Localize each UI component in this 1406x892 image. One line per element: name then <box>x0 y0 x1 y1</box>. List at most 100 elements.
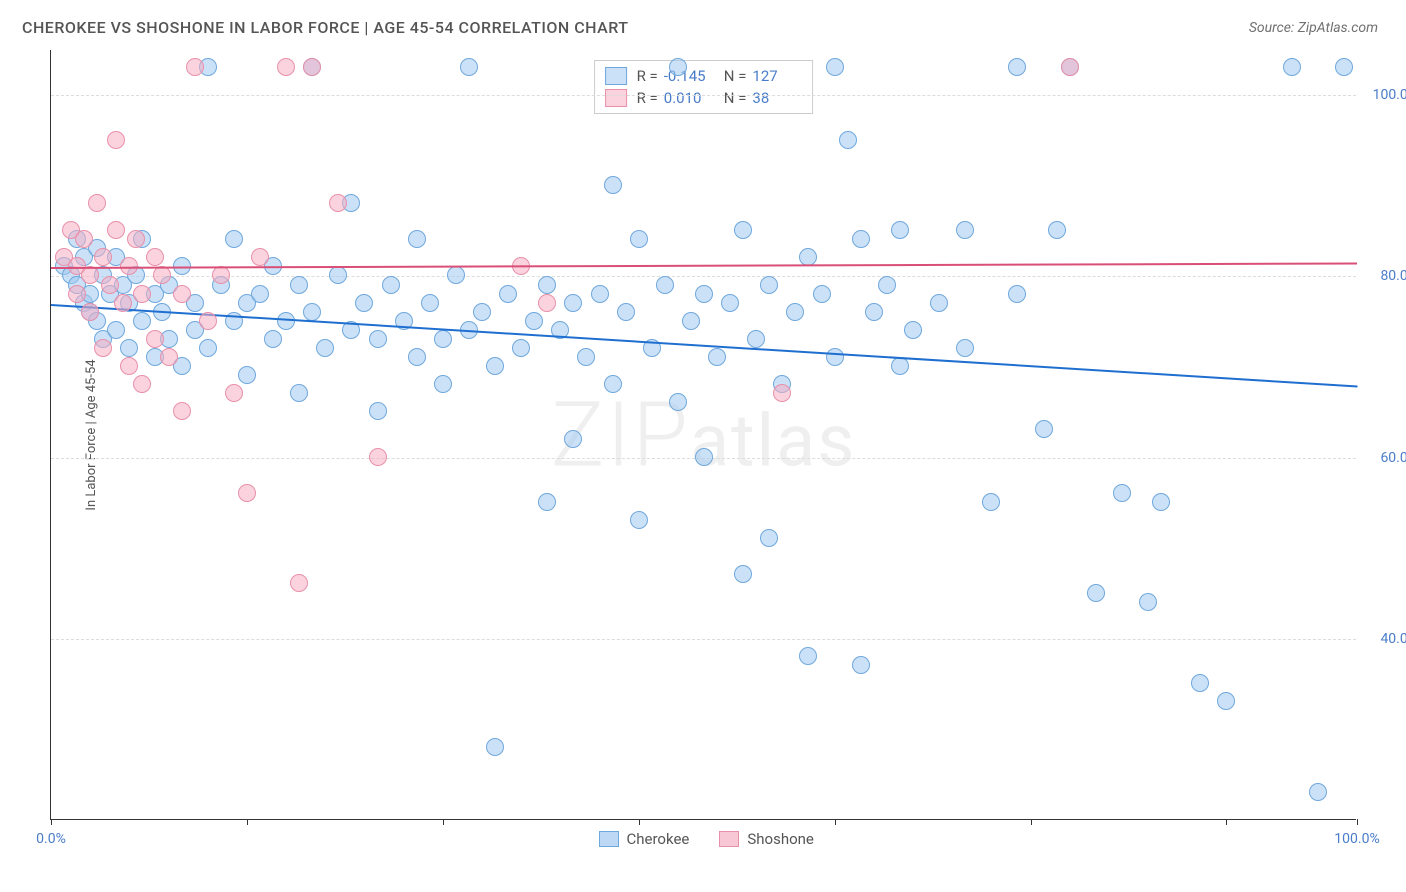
stat-n-label: N = <box>724 89 747 107</box>
scatter-point <box>878 276 896 294</box>
scatter-point <box>369 402 387 420</box>
legend-swatch <box>605 67 627 85</box>
gridline-h <box>51 639 1356 640</box>
x-tick <box>51 819 52 825</box>
scatter-point <box>199 339 217 357</box>
x-tick <box>835 819 836 825</box>
scatter-point <box>656 276 674 294</box>
stats-legend: R =-0.145N =127R =0.010N =38 <box>594 60 814 114</box>
scatter-point <box>434 375 452 393</box>
scatter-point <box>238 366 256 384</box>
legend-swatch <box>719 831 739 847</box>
source-label: Source: ZipAtlas.com <box>1249 20 1378 36</box>
scatter-point <box>68 285 86 303</box>
scatter-point <box>891 357 909 375</box>
scatter-point <box>1035 420 1053 438</box>
stats-row: R =0.010N =38 <box>605 87 803 109</box>
scatter-point <box>695 285 713 303</box>
scatter-point <box>303 303 321 321</box>
scatter-point <box>434 330 452 348</box>
scatter-point <box>408 230 426 248</box>
scatter-point <box>538 276 556 294</box>
x-tick <box>1031 819 1032 825</box>
scatter-point <box>460 58 478 76</box>
scatter-point <box>773 384 791 402</box>
stat-n-value: 127 <box>752 67 802 85</box>
scatter-point <box>1283 58 1301 76</box>
scatter-point <box>1048 221 1066 239</box>
scatter-point <box>303 58 321 76</box>
scatter-point <box>499 285 517 303</box>
scatter-point <box>251 285 269 303</box>
gridline-h <box>51 276 1356 277</box>
y-tick-label: 100.0% <box>1373 87 1406 103</box>
scatter-point <box>133 312 151 330</box>
y-tick-label: 40.0% <box>1380 631 1406 647</box>
stat-r-value: 0.010 <box>664 89 714 107</box>
scatter-point <box>212 266 230 284</box>
scatter-point <box>826 348 844 366</box>
scatter-point <box>421 294 439 312</box>
scatter-point <box>617 303 635 321</box>
scatter-point <box>1008 285 1026 303</box>
scatter-point <box>199 312 217 330</box>
scatter-point <box>146 248 164 266</box>
scatter-point <box>525 312 543 330</box>
legend-item: Cherokee <box>599 830 690 848</box>
scatter-point <box>930 294 948 312</box>
scatter-point <box>173 285 191 303</box>
stat-n-value: 38 <box>752 89 802 107</box>
legend-label: Shoshone <box>747 830 814 848</box>
scatter-point <box>839 131 857 149</box>
scatter-point <box>290 276 308 294</box>
x-tick <box>639 819 640 825</box>
x-tick-label: 0.0% <box>36 831 66 847</box>
scatter-point <box>329 194 347 212</box>
scatter-point <box>604 375 622 393</box>
scatter-point <box>94 248 112 266</box>
scatter-point <box>486 357 504 375</box>
scatter-point <box>760 529 778 547</box>
scatter-point <box>786 303 804 321</box>
scatter-point <box>630 230 648 248</box>
scatter-point <box>75 230 93 248</box>
scatter-point <box>721 294 739 312</box>
bottom-legend: Cherokee Shoshone <box>599 830 814 848</box>
scatter-point <box>107 321 125 339</box>
scatter-point <box>813 285 831 303</box>
scatter-point <box>107 221 125 239</box>
stat-n-label: N = <box>724 67 747 85</box>
legend-item: Shoshone <box>719 830 814 848</box>
scatter-point <box>891 221 909 239</box>
scatter-point <box>695 448 713 466</box>
legend-label: Cherokee <box>627 830 690 848</box>
x-tick <box>443 819 444 825</box>
scatter-point <box>1087 584 1105 602</box>
scatter-point <box>852 230 870 248</box>
scatter-point <box>290 384 308 402</box>
scatter-point <box>682 312 700 330</box>
scatter-point <box>114 294 132 312</box>
scatter-point <box>538 493 556 511</box>
scatter-point <box>708 348 726 366</box>
chart-title: CHEROKEE VS SHOSHONE IN LABOR FORCE | AG… <box>22 18 629 37</box>
header-bar: CHEROKEE VS SHOSHONE IN LABOR FORCE | AG… <box>0 0 1406 37</box>
scatter-point <box>604 176 622 194</box>
scatter-point <box>956 221 974 239</box>
scatter-point <box>355 294 373 312</box>
scatter-point <box>1061 58 1079 76</box>
x-tick <box>1226 819 1227 825</box>
plot-region: ZIPatlas R =-0.145N =127R =0.010N =38 40… <box>50 50 1356 820</box>
scatter-point <box>473 303 491 321</box>
scatter-point <box>225 230 243 248</box>
scatter-point <box>1335 58 1353 76</box>
chart-area: In Labor Force | Age 45-54 ZIPatlas R =-… <box>50 50 1356 820</box>
scatter-point <box>94 339 112 357</box>
scatter-point <box>101 276 119 294</box>
scatter-point <box>238 484 256 502</box>
scatter-point <box>146 330 164 348</box>
scatter-point <box>1217 692 1235 710</box>
scatter-point <box>133 375 151 393</box>
scatter-point <box>88 194 106 212</box>
scatter-point <box>956 339 974 357</box>
